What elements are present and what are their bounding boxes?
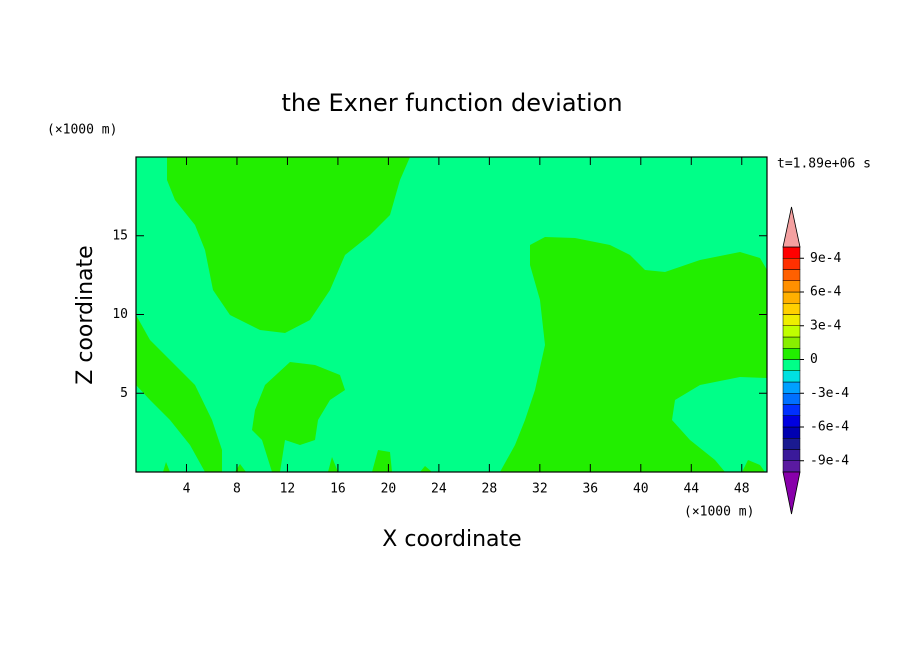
colorbar-tick-label: -3e-4 — [810, 386, 849, 401]
contour-region — [252, 362, 345, 472]
colorbar-tick-label: -9e-4 — [810, 453, 849, 468]
contour-region — [167, 157, 410, 333]
colorbar-box — [782, 460, 801, 473]
colorbar-box — [782, 426, 801, 439]
y-axis-label: Z coordinate — [73, 245, 98, 384]
chart-title: the Exner function deviation — [281, 89, 622, 117]
colorbar-tick-label: 9e-4 — [810, 251, 841, 266]
contour-region — [136, 315, 222, 472]
contour-field — [136, 157, 767, 472]
x-tick-label: 24 — [431, 482, 447, 497]
colorbar-box — [782, 404, 801, 416]
x-tick-label: 8 — [233, 482, 241, 497]
x-unit: (×1000 m) — [684, 505, 754, 520]
y-tick-label: 10 — [112, 307, 128, 322]
x-tick-label: 40 — [633, 482, 649, 497]
colorbar-box — [782, 348, 801, 360]
colorbar-box — [782, 393, 801, 405]
x-tick-label: 44 — [683, 482, 699, 497]
contour-region — [500, 237, 767, 472]
colorbar-box — [782, 438, 801, 450]
x-tick-label: 20 — [381, 482, 397, 497]
x-axis-label: X coordinate — [382, 527, 521, 552]
y-tick-label: 5 — [120, 386, 128, 401]
x-tick-label: 4 — [183, 482, 191, 497]
x-tick-label: 12 — [280, 482, 296, 497]
colorbar-tick-label: 6e-4 — [810, 285, 841, 300]
colorbar-box — [782, 280, 801, 293]
colorbar-tick-label: 0 — [810, 352, 818, 367]
time-label: t=1.89e+06 s — [777, 157, 871, 172]
x-tick-label: 16 — [330, 482, 346, 497]
colorbar-tick-label: -6e-4 — [810, 420, 849, 435]
y-unit: (×1000 m) — [47, 123, 117, 138]
x-tick-label: 32 — [532, 482, 548, 497]
colorbar-box — [782, 415, 801, 428]
y-tick-label: 15 — [112, 228, 128, 243]
colorbar-box — [782, 291, 801, 304]
x-tick-label: 28 — [482, 482, 498, 497]
colorbar-under — [782, 471, 801, 515]
colorbar-box — [782, 336, 801, 349]
colorbar-box — [782, 269, 801, 281]
colorbar-box — [782, 325, 801, 338]
colorbar-box — [782, 258, 801, 270]
colorbar-box — [782, 314, 801, 326]
colorbar-box — [782, 370, 801, 383]
colorbar-over — [782, 206, 801, 248]
colorbar-box — [782, 381, 801, 394]
colorbar-tick-label: 3e-4 — [810, 318, 841, 333]
x-tick-label: 48 — [734, 482, 750, 497]
x-tick-label: 36 — [582, 482, 598, 497]
colorbar-box — [782, 246, 801, 259]
colorbar-box — [782, 449, 801, 461]
colorbar-box — [782, 359, 801, 371]
colorbar-box — [782, 303, 801, 315]
